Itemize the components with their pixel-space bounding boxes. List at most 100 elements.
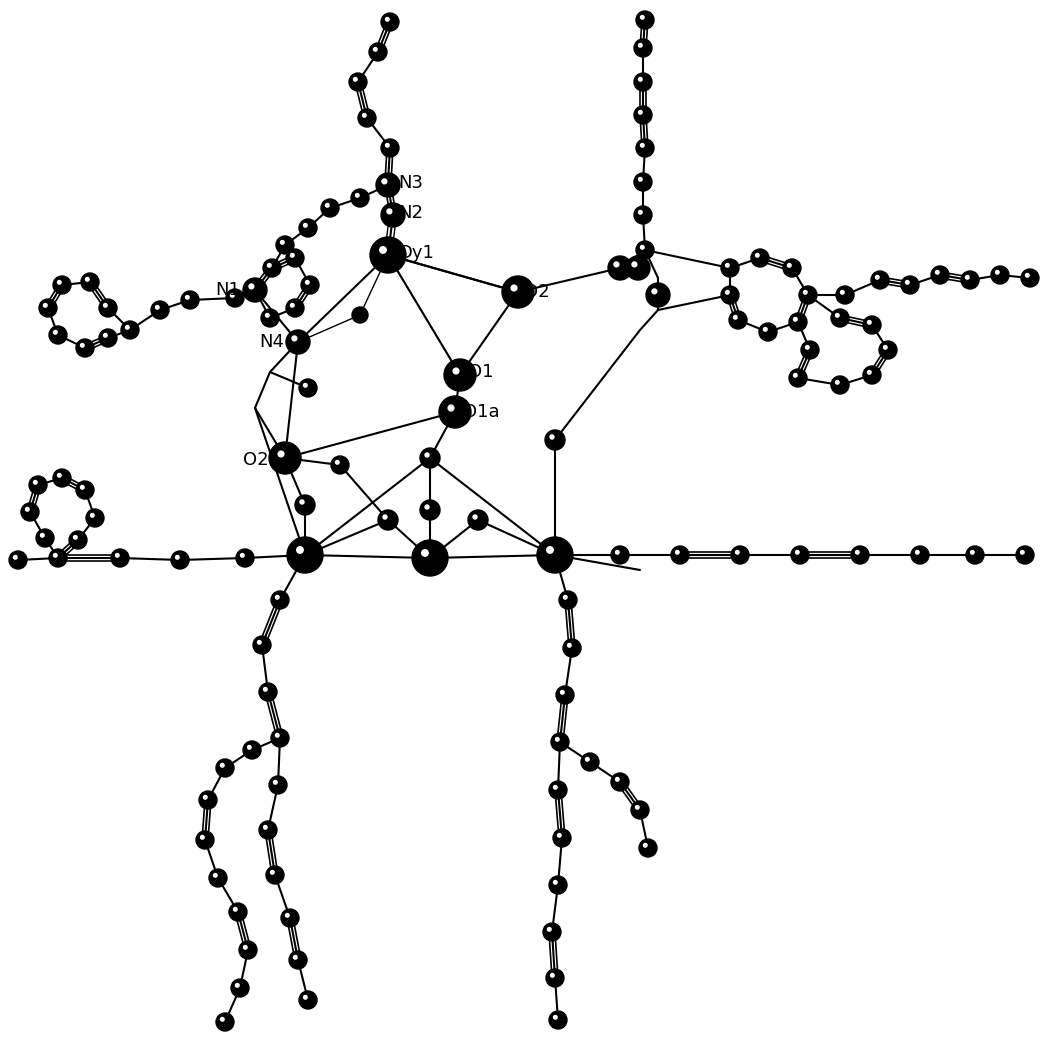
Circle shape: [300, 276, 319, 294]
Circle shape: [639, 110, 642, 114]
Circle shape: [545, 969, 564, 987]
Circle shape: [751, 249, 768, 267]
Circle shape: [911, 546, 929, 564]
Circle shape: [726, 263, 729, 267]
Circle shape: [39, 299, 57, 317]
Circle shape: [111, 549, 129, 567]
Circle shape: [275, 595, 280, 599]
Circle shape: [290, 303, 294, 307]
Circle shape: [269, 442, 300, 474]
Circle shape: [243, 741, 261, 758]
Circle shape: [511, 285, 517, 291]
Circle shape: [851, 546, 869, 564]
Circle shape: [646, 283, 670, 307]
Circle shape: [49, 549, 67, 567]
Circle shape: [76, 339, 94, 357]
Circle shape: [855, 550, 860, 554]
Circle shape: [176, 555, 179, 559]
Circle shape: [290, 254, 294, 257]
Circle shape: [553, 829, 571, 847]
Circle shape: [239, 940, 257, 959]
Circle shape: [634, 73, 652, 92]
Circle shape: [214, 873, 217, 877]
Circle shape: [226, 289, 244, 307]
Circle shape: [34, 481, 37, 484]
Circle shape: [236, 984, 239, 987]
Circle shape: [216, 758, 233, 777]
Circle shape: [358, 109, 376, 127]
Circle shape: [796, 550, 799, 554]
Circle shape: [794, 318, 797, 321]
Circle shape: [387, 209, 392, 214]
Circle shape: [901, 276, 919, 294]
Circle shape: [548, 928, 551, 931]
Circle shape: [99, 299, 117, 317]
Text: O1a: O1a: [463, 403, 499, 421]
Circle shape: [831, 309, 849, 327]
Circle shape: [286, 913, 289, 917]
Circle shape: [632, 262, 637, 267]
Circle shape: [1021, 269, 1039, 287]
Circle shape: [304, 223, 307, 227]
Circle shape: [425, 505, 429, 509]
Circle shape: [199, 791, 217, 809]
Circle shape: [231, 979, 249, 997]
Circle shape: [634, 173, 652, 191]
Circle shape: [863, 366, 881, 384]
Circle shape: [801, 341, 819, 359]
Circle shape: [369, 43, 387, 61]
Circle shape: [636, 806, 639, 809]
Circle shape: [439, 396, 471, 428]
Circle shape: [378, 510, 398, 530]
Circle shape: [304, 995, 307, 999]
Circle shape: [156, 305, 159, 309]
Circle shape: [380, 247, 386, 254]
Circle shape: [86, 278, 89, 281]
Circle shape: [381, 13, 399, 31]
Circle shape: [58, 281, 61, 284]
Circle shape: [556, 737, 559, 741]
Circle shape: [29, 476, 47, 494]
Circle shape: [258, 641, 261, 644]
Circle shape: [121, 321, 139, 339]
Circle shape: [216, 1013, 233, 1031]
Circle shape: [286, 330, 310, 355]
Circle shape: [1025, 274, 1029, 277]
Circle shape: [243, 278, 267, 302]
Circle shape: [931, 266, 949, 284]
Circle shape: [634, 39, 652, 57]
Circle shape: [581, 753, 599, 771]
Circle shape: [614, 262, 619, 267]
Circle shape: [181, 291, 199, 309]
Text: O2: O2: [524, 283, 550, 301]
Circle shape: [289, 951, 307, 969]
Circle shape: [351, 189, 369, 207]
Circle shape: [49, 326, 67, 344]
Circle shape: [547, 547, 553, 553]
Circle shape: [560, 690, 564, 694]
Circle shape: [296, 547, 304, 553]
Circle shape: [413, 540, 448, 576]
Circle shape: [803, 290, 807, 295]
Circle shape: [286, 299, 304, 317]
Circle shape: [641, 245, 644, 249]
Circle shape: [281, 909, 299, 927]
Circle shape: [81, 486, 84, 489]
Circle shape: [233, 908, 237, 911]
Text: O2a: O2a: [243, 451, 280, 469]
Circle shape: [763, 327, 767, 331]
Circle shape: [545, 430, 565, 450]
Circle shape: [652, 289, 656, 294]
Circle shape: [585, 757, 589, 761]
Circle shape: [626, 256, 650, 280]
Circle shape: [269, 776, 287, 794]
Circle shape: [185, 296, 190, 299]
Circle shape: [73, 535, 77, 539]
Circle shape: [321, 199, 339, 217]
Circle shape: [789, 313, 807, 331]
Circle shape: [44, 303, 47, 307]
Circle shape: [200, 835, 204, 839]
Circle shape: [385, 18, 389, 21]
Circle shape: [721, 286, 739, 304]
Circle shape: [868, 321, 871, 324]
